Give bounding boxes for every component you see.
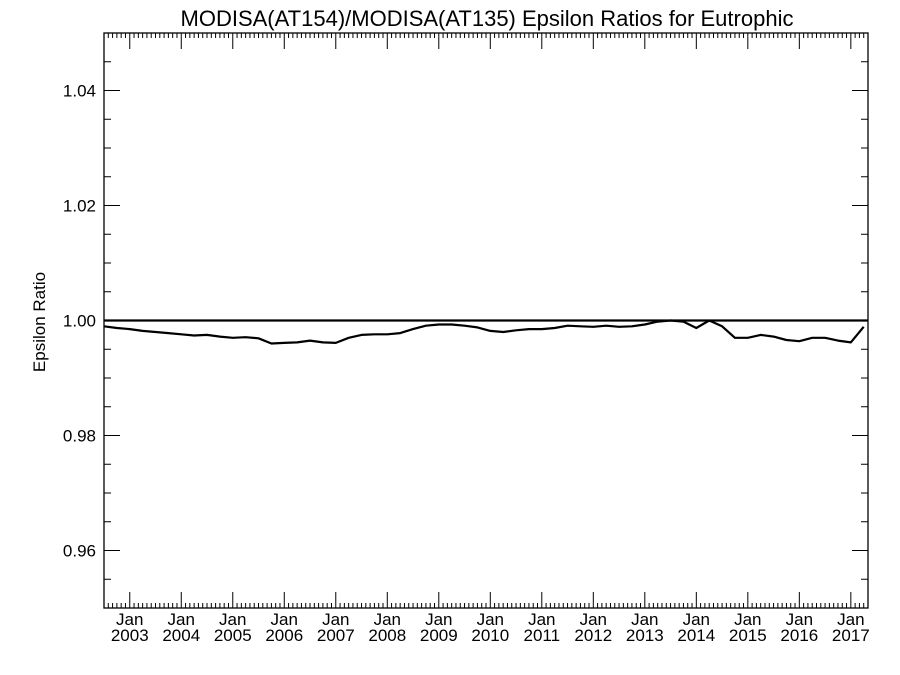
data-layer [103,319,868,345]
x-tick-label-month: Jan [477,610,504,629]
y-tick-label: 0.98 [63,427,96,446]
x-tick-label-month: Jan [168,610,195,629]
x-tick-label-year: 2010 [471,626,509,645]
x-tick-label-year: 2004 [162,626,200,645]
axes-layer: 0.960.981.001.021.04Jan2003Jan2004Jan200… [63,32,870,645]
x-tick-label-month: Jan [580,610,607,629]
x-tick-label-month: Jan [837,610,864,629]
x-tick-label-month: Jan [425,610,452,629]
x-tick-label-year: 2005 [214,626,252,645]
y-tick-label: 1.00 [63,312,96,331]
x-tick-label-month: Jan [219,610,246,629]
x-tick-label-month: Jan [374,610,401,629]
y-tick-label: 1.04 [63,82,96,101]
x-tick-label-year: 2015 [729,626,767,645]
x-tick-label-year: 2008 [368,626,406,645]
x-tick-label-month: Jan [734,610,761,629]
y-tick-label: 0.96 [63,542,96,561]
x-tick-label-month: Jan [322,610,349,629]
x-tick-label-year: 2017 [832,626,870,645]
x-tick-label-month: Jan [116,610,143,629]
x-tick-label-year: 2014 [677,626,715,645]
x-tick-label-year: 2011 [524,626,561,645]
series-line [103,319,865,345]
x-tick-label-year: 2006 [265,626,303,645]
y-tick-label: 1.02 [63,197,96,216]
x-tick-label-year: 2009 [420,626,458,645]
x-tick-label-month: Jan [786,610,813,629]
y-axis-label: Epsilon Ratio [30,272,49,372]
x-tick-label-month: Jan [631,610,658,629]
x-tick-label-year: 2003 [111,626,149,645]
x-tick-label-year: 2016 [780,626,818,645]
x-tick-label-month: Jan [528,610,555,629]
x-tick-label-year: 2007 [317,626,355,645]
x-tick-label-month: Jan [271,610,298,629]
x-tick-label-year: 2012 [574,626,612,645]
x-tick-label-month: Jan [683,610,710,629]
x-tick-label-year: 2013 [626,626,664,645]
chart-title: MODISA(AT154)/MODISA(AT135) Epsilon Rati… [181,6,794,31]
